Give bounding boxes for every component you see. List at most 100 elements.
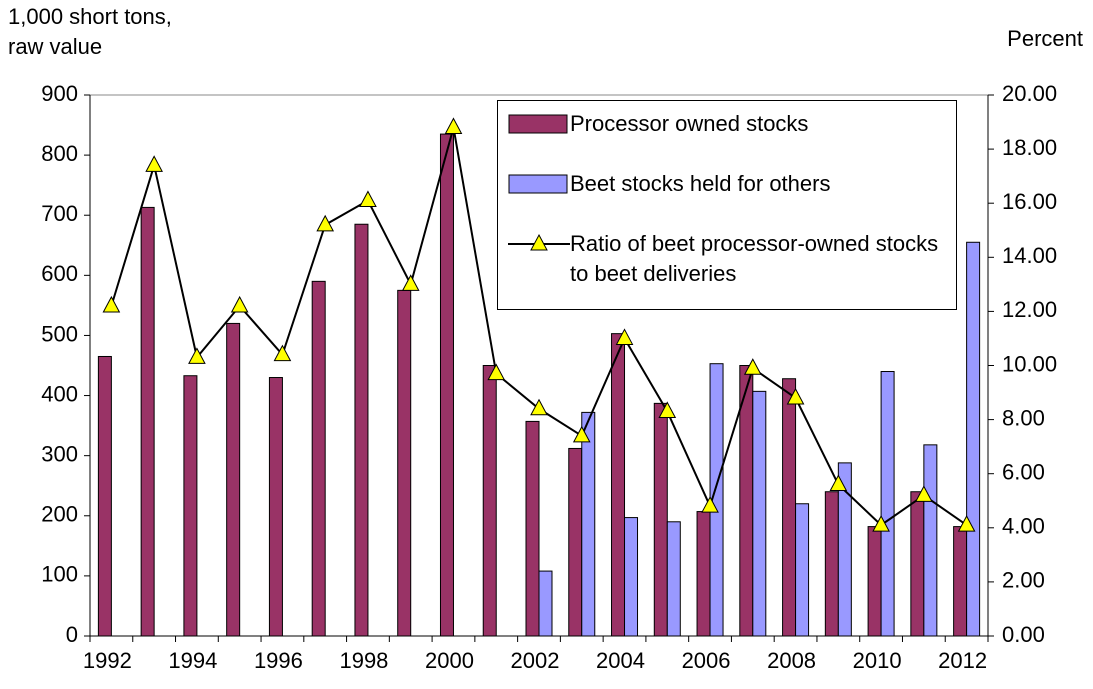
y-tick-label: 400 — [41, 381, 78, 406]
bar — [268, 377, 283, 637]
bar — [611, 333, 626, 637]
bar — [867, 526, 882, 637]
y2-tick-label: 2.00 — [1002, 568, 1045, 593]
y2-tick-label: 14.00 — [1002, 243, 1057, 268]
y-tick-label: 500 — [41, 321, 78, 346]
y-tick-label: 200 — [41, 502, 78, 527]
bar — [696, 511, 711, 637]
marker — [658, 401, 677, 418]
marker — [188, 347, 206, 364]
marker — [401, 274, 420, 291]
x-tick-label: 2008 — [767, 648, 816, 673]
x-tick-label: 2012 — [938, 648, 987, 673]
bar — [568, 447, 583, 637]
legend-swatch — [508, 114, 568, 134]
marker — [145, 155, 163, 172]
y2-tick-label: 0.00 — [1002, 622, 1045, 647]
y2-tick-label: 6.00 — [1002, 460, 1045, 485]
bar — [666, 521, 681, 637]
marker — [615, 328, 634, 345]
bar — [538, 570, 553, 637]
bar — [183, 375, 198, 637]
legend-swatch — [508, 233, 570, 251]
marker — [102, 295, 121, 313]
marker — [444, 117, 463, 134]
y2-tick-label: 12.00 — [1002, 297, 1057, 322]
bar — [482, 365, 497, 637]
x-tick-label: 2006 — [682, 648, 731, 673]
x-tick-label: 2004 — [596, 648, 645, 673]
marker — [701, 496, 719, 513]
marker — [230, 295, 249, 313]
bar — [782, 378, 797, 637]
y2-tick-label: 18.00 — [1002, 135, 1057, 160]
y-tick-label: 900 — [41, 81, 78, 106]
bar — [581, 411, 596, 637]
bar — [837, 462, 852, 637]
y-tick-label: 100 — [41, 562, 78, 587]
bar — [880, 371, 895, 637]
x-tick-label: 1992 — [83, 648, 132, 673]
y2-tick-label: 16.00 — [1002, 189, 1057, 214]
x-tick-label: 2002 — [511, 648, 560, 673]
marker — [915, 485, 933, 502]
legend-swatch-marker — [530, 233, 548, 251]
y-tick-label: 300 — [41, 441, 78, 466]
marker — [829, 474, 848, 492]
x-tick-label: 2000 — [425, 648, 474, 673]
y2-tick-label: 10.00 — [1002, 351, 1057, 376]
legend-item: Beet stocks held for others — [508, 169, 830, 199]
bar — [439, 133, 454, 637]
bar — [97, 355, 112, 637]
legend-item: Processor owned stocks — [508, 109, 808, 139]
bar — [140, 206, 155, 637]
x-tick-label: 2010 — [853, 648, 902, 673]
y2-axis-title: Percent — [1007, 26, 1083, 51]
marker — [572, 425, 591, 443]
bar — [923, 444, 938, 637]
legend-swatch-rect — [508, 114, 568, 134]
bar — [397, 289, 412, 637]
bar — [966, 241, 981, 637]
legend-swatch-rect — [508, 174, 568, 194]
bar — [953, 526, 968, 637]
marker — [273, 344, 292, 362]
bar — [910, 491, 925, 637]
bar — [795, 503, 810, 637]
legend-label: Processor owned stocks — [570, 111, 809, 136]
legend-item: Ratio of beet processor-owned stocks to … — [508, 229, 950, 289]
bar — [354, 223, 369, 637]
legend-label: Beet stocks held for others — [570, 171, 831, 196]
y-tick-label: 700 — [41, 201, 78, 226]
bar — [752, 390, 767, 637]
y-tick-label: 800 — [41, 141, 78, 166]
bar — [525, 420, 540, 637]
marker — [316, 214, 335, 232]
y2-tick-label: 20.00 — [1002, 81, 1057, 106]
bar — [824, 491, 839, 637]
marker — [872, 515, 890, 532]
bar — [311, 280, 326, 637]
bar — [226, 322, 241, 637]
marker — [957, 515, 976, 532]
legend-label: Ratio of beet processor-owned stocks to … — [570, 231, 939, 286]
y2-tick-label: 4.00 — [1002, 514, 1045, 539]
bar — [624, 517, 639, 637]
bar — [653, 402, 668, 637]
y-tick-label: 0 — [66, 622, 78, 647]
y2-tick-label: 8.00 — [1002, 405, 1045, 430]
marker — [359, 190, 377, 207]
legend-swatch — [508, 174, 568, 194]
y-axis-title: 1,000 short tons, raw value — [8, 4, 172, 59]
y-tick-label: 600 — [41, 261, 78, 286]
x-tick-label: 1998 — [339, 648, 388, 673]
marker — [786, 387, 805, 405]
x-tick-label: 1996 — [254, 648, 303, 673]
marker — [530, 398, 548, 416]
marker — [743, 358, 762, 375]
x-tick-label: 1994 — [168, 648, 217, 673]
legend: Processor owned stocks Beet stocks held f… — [497, 100, 957, 310]
marker — [487, 363, 506, 381]
